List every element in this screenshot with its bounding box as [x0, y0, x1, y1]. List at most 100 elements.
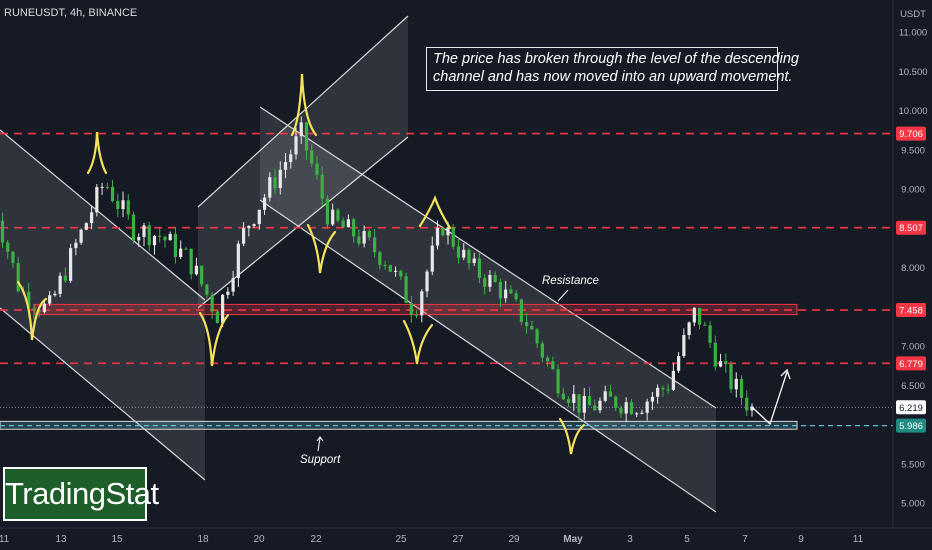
candle-body [614, 396, 618, 408]
x-tick-label: 27 [452, 534, 464, 545]
candle-body [493, 274, 497, 282]
level-tag-7.458 [896, 303, 926, 318]
candle-body [745, 397, 749, 411]
candle [556, 364, 560, 398]
candle-body [110, 186, 115, 202]
candle-body [525, 322, 529, 327]
level-label-6.219: 6.219 [899, 403, 923, 414]
candle-body [498, 281, 503, 299]
candle [677, 352, 681, 373]
candle-body [593, 405, 597, 411]
candle [6, 239, 10, 260]
x-tick-label: May [563, 534, 583, 545]
candle [304, 121, 309, 160]
candle-body [661, 387, 665, 390]
candle [378, 250, 382, 270]
projection-arrow [751, 371, 788, 426]
y-tick-label: 9.500 [901, 145, 925, 156]
candle-body [278, 169, 282, 189]
candle [63, 267, 67, 283]
candle [697, 307, 702, 330]
candle-body [734, 378, 738, 390]
candle [488, 269, 492, 292]
candle [362, 225, 366, 248]
y-tick-label: 8.000 [901, 263, 925, 274]
candle [168, 231, 172, 241]
candle-body [739, 378, 744, 398]
candle-body [11, 251, 15, 264]
candle-body [16, 263, 20, 292]
candle-body [163, 236, 167, 241]
candle [530, 320, 534, 330]
candle [262, 194, 267, 215]
candle [200, 265, 204, 288]
annotation-box: The price has broken through the level o… [426, 47, 799, 91]
y-tick-label: 5.500 [901, 459, 925, 470]
candle-body [6, 242, 10, 252]
candle [509, 285, 513, 295]
candle-body [399, 270, 403, 277]
candle [608, 384, 613, 397]
candle [11, 250, 15, 268]
candle [95, 183, 99, 217]
candle-body [420, 291, 424, 316]
candle [278, 161, 282, 195]
candle-body [666, 389, 670, 391]
candle-body [367, 231, 371, 238]
candle [682, 328, 686, 358]
candle-body [687, 322, 691, 336]
candle-body [598, 400, 602, 411]
level-tag-8.507 [896, 220, 926, 235]
y-tick-label: 11.000 [899, 28, 927, 39]
candle [671, 362, 675, 391]
candle-body [467, 249, 471, 263]
candle [650, 391, 655, 411]
candle [247, 225, 251, 237]
candle [603, 385, 607, 403]
candle-body [556, 369, 560, 394]
y-tick-label: 9.000 [901, 185, 925, 196]
x-tick-label: 25 [395, 534, 407, 545]
candle-body [205, 284, 209, 295]
candle [629, 398, 634, 415]
currency-label: USDT [900, 9, 926, 20]
candle [430, 236, 434, 276]
candle [0, 212, 5, 249]
candle-body [79, 229, 83, 243]
candle [116, 193, 120, 218]
candle [84, 222, 88, 231]
candle-body [724, 361, 728, 365]
candle-body [373, 237, 377, 253]
candle-body [315, 163, 319, 175]
desc-channel-1-lower-line [0, 307, 206, 481]
candle [163, 235, 167, 248]
candle [299, 116, 303, 145]
candle [566, 396, 571, 407]
x-tick-label: 11 [0, 534, 10, 545]
candle-body [95, 187, 99, 213]
x-tick-label: 9 [798, 534, 804, 545]
candle [325, 195, 330, 229]
candle-body [173, 233, 178, 257]
candle [525, 312, 529, 334]
wave-markers [16, 73, 586, 455]
support-label: Support [300, 454, 341, 466]
candle-body [504, 289, 508, 299]
candle [635, 412, 639, 418]
candle-body [247, 225, 251, 229]
candle-body [561, 393, 565, 400]
x-tick-label: 18 [197, 534, 209, 545]
candle [310, 144, 314, 168]
level-label-7.458: 7.458 [899, 306, 923, 317]
price-level-lines: 9.706 8.507 7.458 6.779 6.219 5.986 [0, 126, 926, 433]
candle-body [582, 396, 586, 413]
candle [666, 383, 670, 394]
candle-body [729, 364, 733, 390]
candle-body [477, 258, 482, 278]
candle-body [435, 228, 440, 246]
level-label-9.706: 9.706 [899, 129, 923, 140]
candle-body [257, 209, 261, 225]
candle-body [362, 231, 366, 244]
